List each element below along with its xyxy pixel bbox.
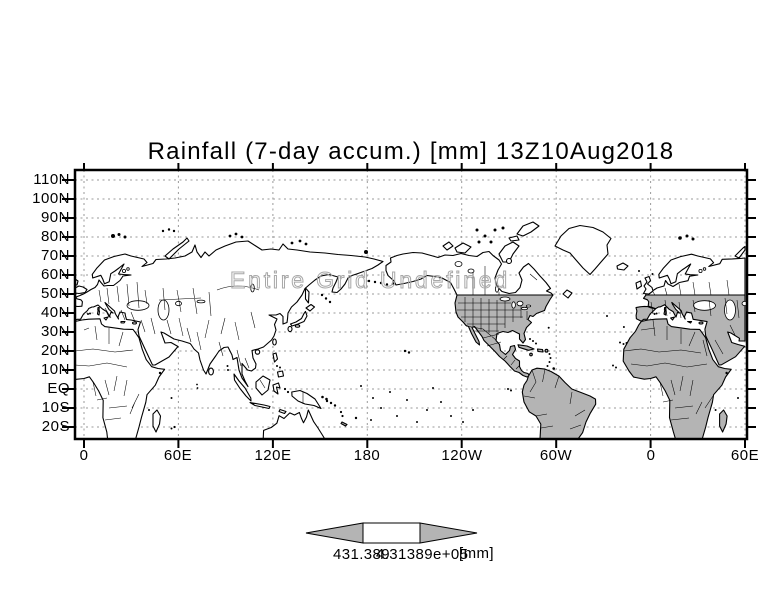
ylabel-40N: 40N [40, 304, 70, 321]
xlabel-0a: 0 [79, 447, 89, 464]
colorbar-right-arrow-icon [419, 522, 478, 544]
coastlines-landmasses [75, 221, 746, 439]
map-frame [73, 168, 749, 441]
small-islands [87, 226, 739, 430]
colorbar-value-right: 4.31389e+05 [376, 546, 469, 563]
ylabel-10N: 10N [40, 361, 70, 378]
xlabel-60W: 60W [539, 447, 573, 464]
ylabel-80N: 80N [40, 228, 70, 245]
colorbar-center-cell [362, 522, 421, 544]
colorbar [305, 522, 478, 544]
ylabel-70N: 70N [40, 247, 70, 264]
ylabel-50N: 50N [40, 285, 70, 302]
xlabel-120E: 120E [254, 447, 292, 464]
colorbar-units: [mm] [459, 545, 494, 562]
country-state-borders [75, 266, 740, 430]
xlabel-120W: 120W [441, 447, 483, 464]
ylabel-20S: 20S [41, 418, 70, 435]
colorbar-value-left: 431.389 [333, 546, 391, 563]
ylabel-60N: 60N [40, 266, 70, 283]
lakes-inland-seas [122, 261, 747, 321]
xlabel-180: 180 [353, 447, 381, 464]
xlabel-0b: 0 [646, 447, 656, 464]
ylabel-10S: 10S [41, 399, 70, 416]
ylabel-EQ: EQ [47, 380, 70, 397]
ylabel-90N: 90N [40, 209, 70, 226]
axis-tick-marks [62, 163, 756, 448]
colorbar-left-arrow-icon [305, 522, 364, 544]
ylabel-20N: 20N [40, 342, 70, 359]
xlabel-60E2: 60E [730, 447, 760, 464]
ylabel-100N: 100N [32, 190, 70, 207]
world-map-plot: Entire Grid Undefined [62, 163, 756, 448]
plot-title: Rainfall (7-day accum.) [mm] 13Z10Aug201… [147, 138, 675, 165]
undefined-grid-watermark: Entire Grid Undefined [230, 267, 510, 293]
ylabel-110N: 110N [33, 171, 70, 188]
ylabel-30N: 30N [40, 323, 70, 340]
xlabel-60E: 60E [163, 447, 193, 464]
